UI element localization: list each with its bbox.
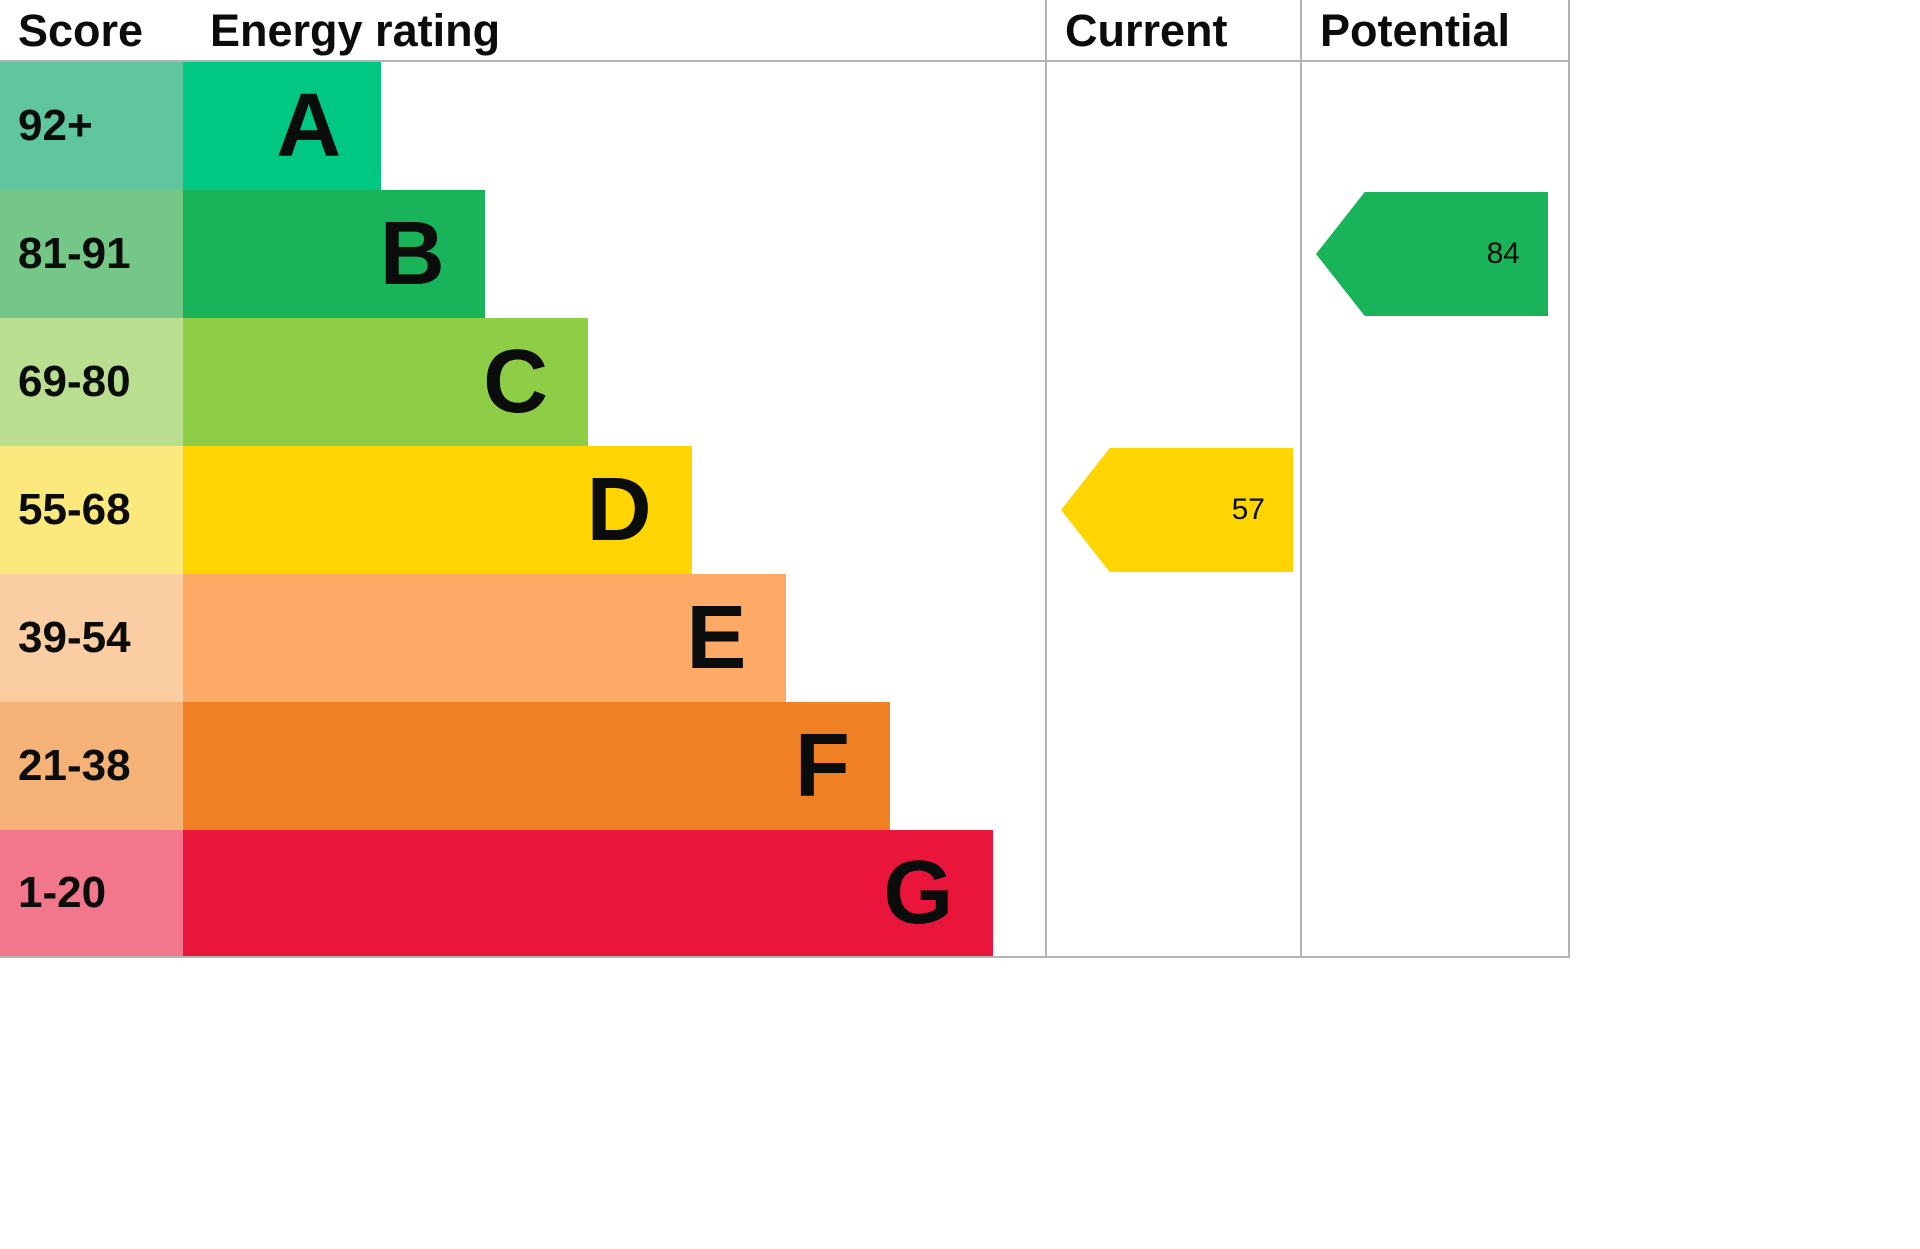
current-arrow: 57: [1061, 448, 1293, 572]
epc-rating-chart: Score Energy rating Current Potential 92…: [0, 0, 1570, 958]
band-letter: G: [883, 843, 954, 943]
header-score: Score: [18, 4, 144, 56]
rating-cell: D: [183, 446, 1045, 574]
band-letter: F: [794, 716, 850, 816]
rating-cell: E: [183, 574, 1045, 702]
rating-bar: F: [183, 702, 890, 830]
potential-cell: [1300, 702, 1570, 830]
score-cell: 55-68: [0, 446, 183, 574]
current-value: 57: [1231, 493, 1265, 526]
band-row-f: 21-38 F: [0, 702, 1570, 830]
band-letter: A: [276, 76, 342, 176]
band-letter: E: [686, 588, 747, 688]
potential-cell: 84: [1300, 190, 1570, 318]
rating-bar: A: [183, 62, 382, 190]
score-cell: 92+: [0, 62, 183, 190]
band-row-a: 92+ A: [0, 62, 1570, 190]
potential-cell: [1300, 830, 1570, 956]
potential-value: 84: [1486, 237, 1520, 270]
rating-bar: B: [183, 190, 485, 318]
rating-bar: C: [183, 318, 589, 446]
rating-cell: A: [183, 62, 1045, 190]
current-cell: [1045, 318, 1300, 446]
rating-cell: F: [183, 702, 1045, 830]
band-row-g: 1-20 G: [0, 830, 1570, 958]
rating-bar: D: [183, 446, 692, 574]
potential-cell: [1300, 62, 1570, 190]
score-cell: 21-38: [0, 702, 183, 830]
current-cell: [1045, 190, 1300, 318]
header-potential: Potential: [1300, 0, 1570, 60]
rating-cell: B: [183, 190, 1045, 318]
potential-cell: [1300, 574, 1570, 702]
header-energy-rating: Energy rating: [210, 4, 501, 56]
rating-cell: C: [183, 318, 1045, 446]
current-cell: [1045, 830, 1300, 956]
band-letter: B: [379, 204, 445, 304]
band-row-c: 69-80 C: [0, 318, 1570, 446]
current-cell: [1045, 62, 1300, 190]
rating-bar: E: [183, 574, 787, 702]
band-row-d: 55-68 D 57: [0, 446, 1570, 574]
score-cell: 81-91: [0, 190, 183, 318]
score-cell: 69-80: [0, 318, 183, 446]
current-cell: [1045, 574, 1300, 702]
potential-arrow: 84: [1316, 192, 1548, 316]
score-cell: 39-54: [0, 574, 183, 702]
rating-bar: G: [183, 830, 994, 956]
band-row-e: 39-54 E: [0, 574, 1570, 702]
band-letter: C: [483, 332, 549, 432]
rating-cell: G: [183, 830, 1045, 956]
potential-cell: [1300, 446, 1570, 574]
current-cell: [1045, 702, 1300, 830]
score-cell: 1-20: [0, 830, 183, 956]
header-current: Current: [1045, 0, 1300, 60]
current-cell: 57: [1045, 446, 1300, 574]
potential-cell: [1300, 318, 1570, 446]
band-row-b: 81-91 B 84: [0, 190, 1570, 318]
header-row: Score Energy rating Current Potential: [0, 0, 1570, 62]
band-letter: D: [586, 460, 652, 560]
